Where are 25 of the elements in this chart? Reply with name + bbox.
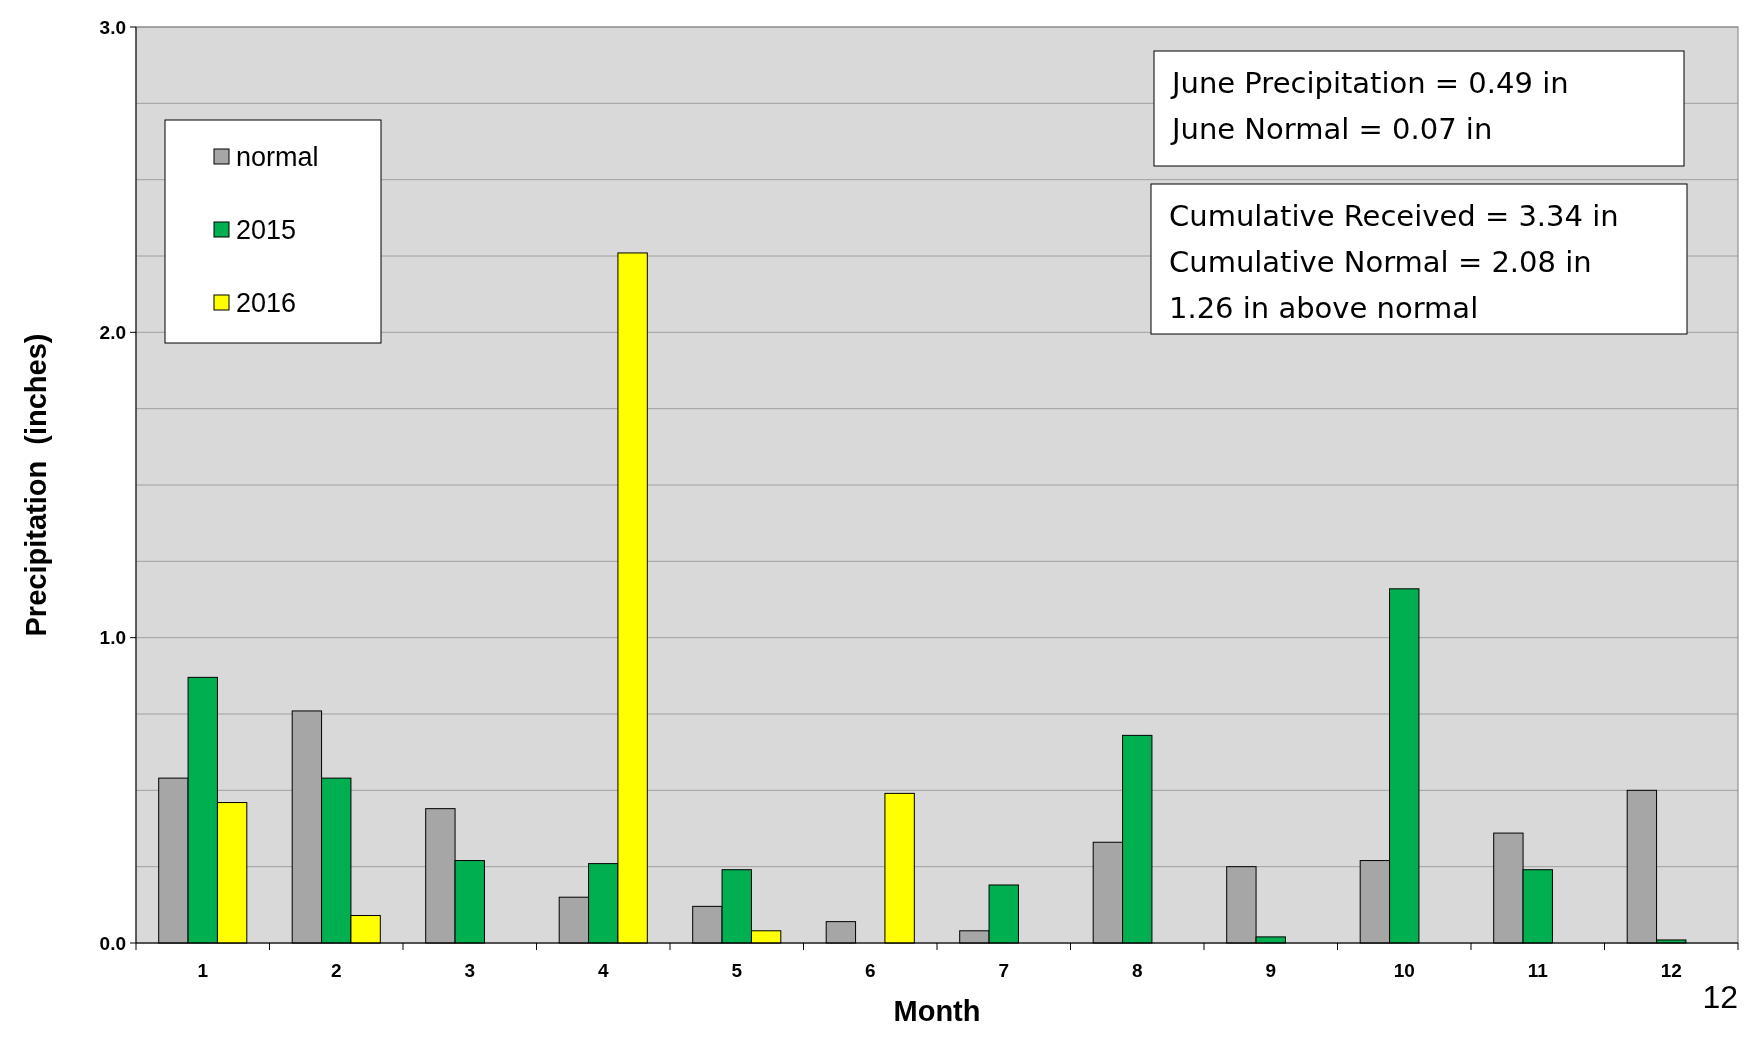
x-tick-label: 11 <box>1527 960 1549 981</box>
x-tick-label: 4 <box>597 960 609 981</box>
y-tick-label: 1.0 <box>99 627 126 649</box>
x-tick-label: 1 <box>197 960 209 981</box>
y-tick-label: 0.0 <box>99 932 126 954</box>
x-tick-label: 7 <box>998 960 1010 981</box>
x-tick-label: 3 <box>464 960 476 981</box>
y-tick-label: 3.0 <box>99 16 126 38</box>
x-tick-label: 12 <box>1660 960 1682 981</box>
x-tick-label: 6 <box>864 960 876 981</box>
annotation: Cumulative Received = 3.34 in Cumulative Normal = 2.08 in 1.26 in above normal <box>1169 199 1619 326</box>
legend-label: normal <box>236 142 319 173</box>
x-tick-label: 2 <box>330 960 342 981</box>
x-tick-label: 9 <box>1265 960 1277 981</box>
legend-label: 2015 <box>236 215 297 246</box>
x-axis-title: Month <box>893 995 981 1027</box>
annotation: June Precipitation = 0.49 in June Normal = 0.07 in <box>1170 66 1569 147</box>
y-tick-label: 2.0 <box>99 321 126 343</box>
text-box: June Precipitation = 0.49 in June Normal = 0.07 in <box>1153 50 1685 167</box>
legend-label: 2016 <box>236 288 297 319</box>
text-box: Cumulative Received = 3.34 in Cumulative Normal = 2.08 in 1.26 in above normal <box>1150 183 1688 335</box>
x-tick-label: 10 <box>1393 960 1415 981</box>
x-tick-label: 5 <box>731 960 743 981</box>
x-tick-label: 8 <box>1131 960 1143 981</box>
y-axis-title: Precipitation (inches) <box>20 333 52 637</box>
